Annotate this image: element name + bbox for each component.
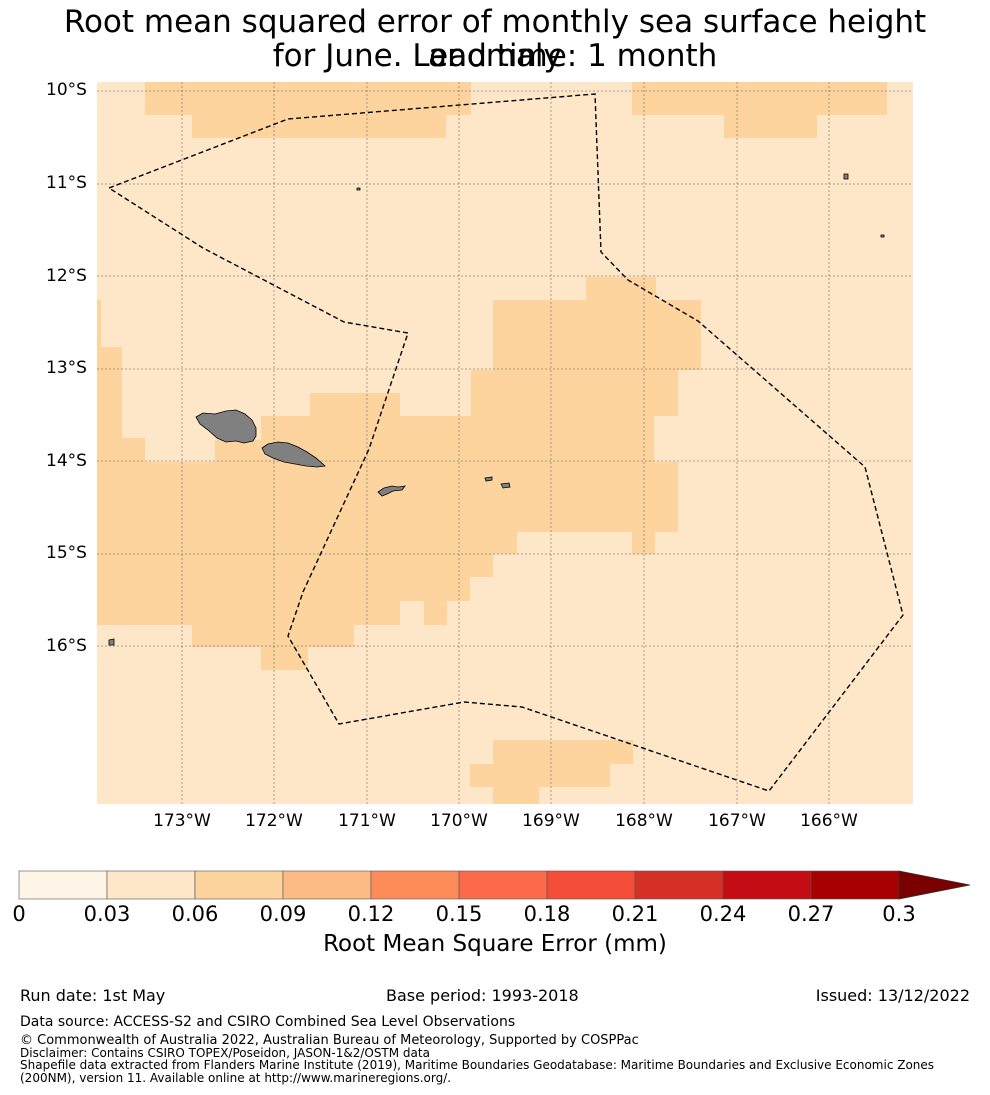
lat-label-15s: 15°S <box>46 543 87 563</box>
colorbar-tick-027: 0.27 <box>787 902 835 926</box>
rmse-cell-high <box>493 787 539 804</box>
colorbar-label: Root Mean Square Error (mm) <box>323 931 667 957</box>
lon-label-167w: 167°W <box>708 811 766 831</box>
colorbar-tick-018: 0.18 <box>523 902 571 926</box>
colorbar-tick-012: 0.12 <box>347 902 395 926</box>
land-masses <box>108 173 885 646</box>
small-island-3 <box>880 234 885 238</box>
rmse-cell-high <box>493 300 586 370</box>
lon-label-172w: 172°W <box>245 811 303 831</box>
rmse-cell-high <box>97 438 145 462</box>
rmse-cell-high <box>632 532 655 554</box>
colorbar-tick-0: 0 <box>12 902 26 926</box>
manua-island-1 <box>484 476 493 482</box>
copyright-notice: © Commonwealth of Australia 2022, Austra… <box>20 1033 639 1048</box>
rmse-cell-high <box>97 532 517 554</box>
colorbar-extend-arrow <box>898 870 971 900</box>
colorbar-segment <box>810 870 900 900</box>
rmse-cell-high <box>192 115 446 138</box>
manua-island-2 <box>500 482 511 489</box>
colorbar-tick-03: 0.3 <box>882 902 916 926</box>
run-date: Run date: 1st May <box>20 986 166 1005</box>
data-source: Data source: ACCESS-S2 and CSIRO Combine… <box>20 1014 516 1030</box>
colorbar-tick-015: 0.15 <box>435 902 483 926</box>
lon-label-168w: 168°W <box>615 811 673 831</box>
lon-label-166w: 166°W <box>800 811 858 831</box>
shapefile-credit: Shapefile data extracted from Flanders M… <box>20 1058 935 1085</box>
colorbar-segment <box>370 870 460 900</box>
colorbar-tick-009: 0.09 <box>259 902 307 926</box>
rmse-cell-high <box>192 625 354 647</box>
colorbar-tick-006: 0.06 <box>171 902 219 926</box>
rmse-cell-high <box>470 764 610 787</box>
lat-label-14s: 14°S <box>46 451 87 471</box>
colorbar-segment <box>282 870 372 900</box>
rmse-cell-high <box>654 300 701 370</box>
rmse-cell-high <box>97 554 493 577</box>
lat-label-11s: 11°S <box>46 173 87 193</box>
lon-label-173w: 173°W <box>153 811 211 831</box>
colorbar-tick-024: 0.24 <box>699 902 747 926</box>
lat-label-12s: 12°S <box>46 266 87 286</box>
rmse-cell-high <box>215 440 471 462</box>
rmse-cell-high <box>586 277 656 370</box>
issued-date: Issued: 13/12/2022 <box>815 986 970 1005</box>
rmse-cell-high <box>97 577 470 601</box>
colorbar-segment <box>18 870 108 900</box>
colorbar-segment <box>458 870 548 900</box>
rmse-cell-high <box>145 82 471 115</box>
chart-title-line2: for June. Lead time: 1 month <box>272 38 718 74</box>
colorbar-tick-003: 0.03 <box>83 902 131 926</box>
base-period: Base period: 1993-2018 <box>386 986 579 1005</box>
rmse-cell-high <box>471 416 654 463</box>
colorbar-tick-021: 0.21 <box>611 902 659 926</box>
small-island-1 <box>356 187 361 191</box>
rmse-cell-high <box>97 462 678 532</box>
chart-title-line1: Root mean squared error of monthly sea s… <box>63 4 927 74</box>
lon-label-170w: 170°W <box>430 811 488 831</box>
colorbar <box>18 870 971 900</box>
rmse-cell-high <box>261 416 471 440</box>
colorbar-segment <box>634 870 724 900</box>
upolu-island <box>261 441 326 468</box>
lat-label-10s: 10°S <box>46 80 87 100</box>
rmse-cell-high <box>97 300 101 350</box>
rmse-cell-high <box>424 601 447 625</box>
lon-label-169w: 169°W <box>522 811 580 831</box>
savaii-island <box>195 409 257 444</box>
colorbar-segment <box>194 870 284 900</box>
lon-label-171w: 171°W <box>338 811 396 831</box>
eez-boundary <box>107 93 904 792</box>
colorbar-segment <box>546 870 636 900</box>
rmse-cell-high <box>471 370 678 416</box>
rmse-grid-cells <box>97 82 913 804</box>
lat-label-16s: 16°S <box>46 636 87 656</box>
rmse-cell-high <box>97 601 400 625</box>
colorbar-segment <box>722 870 812 900</box>
colorbar-segment <box>106 870 196 900</box>
map-gridlines <box>97 82 913 804</box>
small-island-2 <box>843 173 849 180</box>
rmse-cell-high <box>724 115 817 138</box>
rmse-cell-high <box>310 393 400 416</box>
disclaimer: Disclaimer: Contains CSIRO TOPEX/Poseido… <box>20 1046 430 1060</box>
rmse-cell-high <box>493 740 633 764</box>
lat-label-13s: 13°S <box>46 358 87 378</box>
rmse-map <box>97 82 913 804</box>
small-island-4 <box>108 638 115 646</box>
rmse-cell-high <box>632 82 887 115</box>
rmse-cell-high <box>261 647 308 670</box>
tutuila-island <box>377 485 406 497</box>
colorbar-segments <box>18 870 900 900</box>
